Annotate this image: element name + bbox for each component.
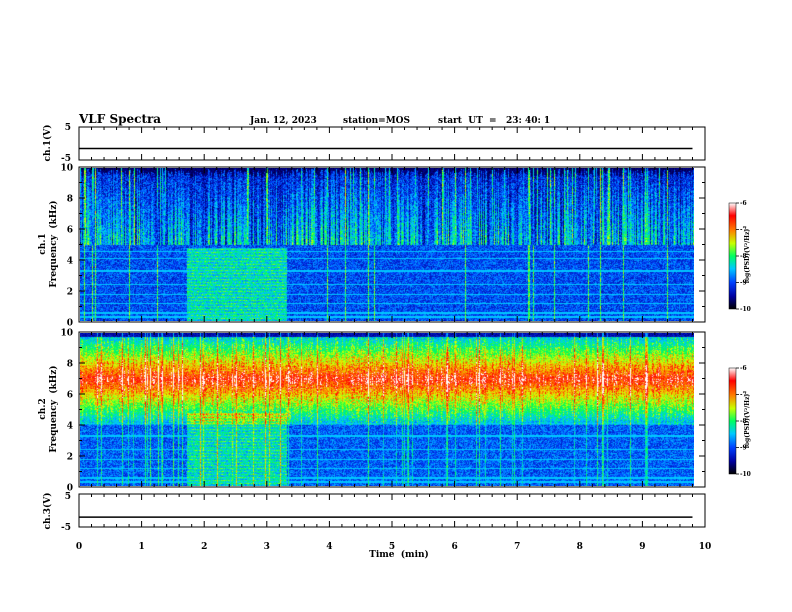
xtick-label: 6 <box>451 542 457 552</box>
ch1-spectrogram-image <box>80 168 694 321</box>
colorbar-tick-label: -10 <box>740 306 751 313</box>
ytick-label: 5 <box>65 492 71 502</box>
ylabel-ch1-line2: Frequency (kHz) <box>48 200 59 287</box>
ytick-label: 0 <box>67 319 73 329</box>
panel-ch3-waveform: 5 -5 ch.3(V) 0 1 2 3 4 5 6 7 8 9 10 Time (min) <box>42 492 711 560</box>
xtick-label: 2 <box>201 542 207 552</box>
xlabel: Time (min) <box>369 549 429 560</box>
ytick-label: 10 <box>60 164 73 174</box>
ytick-label: -5 <box>61 523 71 533</box>
ylabel-ch2-line2: Frequency (kHz) <box>48 365 59 452</box>
xtick-label: 4 <box>326 542 332 552</box>
colorbar-tick-label: -10 <box>740 471 751 478</box>
header-start-ut: start UT = 23: 40: 1 <box>438 116 550 126</box>
ytick-label: 6 <box>67 391 73 401</box>
colorbar-tick-label: -6 <box>740 200 747 207</box>
colorbar-tick-label: -6 <box>740 365 747 372</box>
xtick-label: 7 <box>514 542 520 552</box>
ytick-label: 8 <box>67 360 73 370</box>
colorbar-label: log(PSD)(V²/Hz) <box>744 394 751 449</box>
ylabel-ch1-line1: ch.1 <box>38 233 48 254</box>
ytick-label: 4 <box>67 422 73 432</box>
xtick-label: 1 <box>138 542 144 552</box>
ytick-label: 4 <box>67 257 73 267</box>
ytick-label: -5 <box>61 154 71 164</box>
colorbar-ch2: -6-7-8-9-10 log(PSD)(V²/Hz) <box>729 365 751 478</box>
ylabel-ch1: ch.1(V) <box>42 125 53 162</box>
ylabel-ch3: ch.3(V) <box>42 493 53 530</box>
panel-ch1-spectrogram: 0 2 4 6 8 10 ch.1 Frequency (kHz) -6-7-8-9-10… <box>38 164 751 329</box>
xtick-label: 9 <box>639 542 645 552</box>
ytick-label: 5 <box>65 123 71 133</box>
ytick-label: 6 <box>67 226 73 236</box>
panel-ch1-waveform: 5 -5 ch.1(V) <box>42 123 705 164</box>
colorbar-gradient <box>729 203 736 309</box>
figure-header: VLF Spectra Jan. 12, 2023 station=MOS st… <box>78 112 550 126</box>
xtick-label: 3 <box>264 542 270 552</box>
header-date: Jan. 12, 2023 <box>249 116 317 126</box>
ytick-label: 8 <box>67 195 73 205</box>
xtick-label: 10 <box>699 542 712 552</box>
ylabel-ch2-line1: ch.2 <box>38 398 48 419</box>
xtick-label: 0 <box>76 542 82 552</box>
ytick-label: 10 <box>60 329 73 339</box>
ytick-label: 2 <box>67 288 73 298</box>
ch2-spectrogram-image <box>80 333 694 486</box>
colorbar-label: log(PSD)(V²/Hz) <box>744 229 751 284</box>
colorbar-gradient <box>729 368 736 474</box>
xtick-label: 8 <box>577 542 583 552</box>
header-station: station=MOS <box>343 116 410 126</box>
figure-title: VLF Spectra <box>78 112 161 126</box>
colorbar-ch1: -6-7-8-9-10 log(PSD)(V²/Hz) <box>729 200 751 313</box>
ytick-label: 2 <box>67 453 73 463</box>
